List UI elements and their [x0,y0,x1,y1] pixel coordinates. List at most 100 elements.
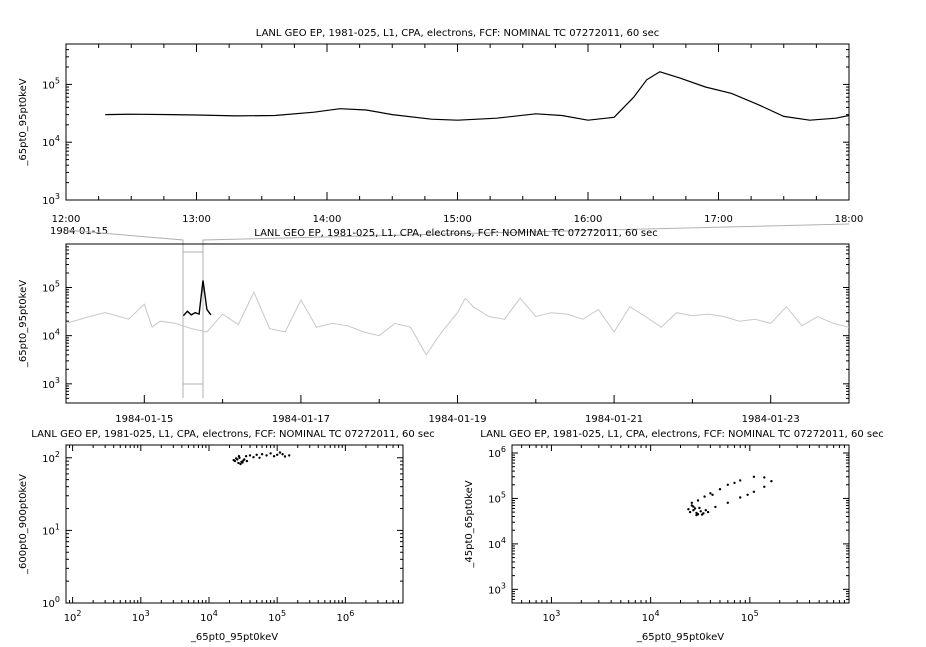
y-axis-label: _45pt0_65pt0keV [464,480,475,568]
chart-panel-scatter-right: LANL GEO EP, 1981-025, L1, CPA, electron… [464,429,884,643]
chart-title: LANL GEO EP, 1981-025, L1, CPA, electron… [256,28,659,39]
scatter-point [255,453,258,456]
scatter-point [714,505,717,509]
y-tick-label: 104 [488,536,506,551]
x-tick-label: 102 [64,609,82,624]
scatter-point [241,461,244,464]
series-line [105,71,850,121]
scatter-point [752,490,756,493]
x-tick-label: 14:00 [313,214,342,225]
y-axis-label: _600pt0_900pt0keV [18,474,29,575]
chart-panel-overview: LANL GEO EP, 1981-025, L1, CPA, electron… [18,223,850,425]
y-tick-label: 103 [488,581,506,596]
scatter-point [752,475,756,478]
chart-title: LANL GEO EP, 1981-025, L1, CPA, electron… [31,429,434,440]
x-tick-label: 106 [336,609,354,624]
scatter-point [243,458,246,461]
y-tick-label: 105 [42,279,60,294]
y-tick-label: 102 [42,450,60,465]
scatter-point [269,452,272,455]
scatter-point [281,453,284,456]
chart-title: LANL GEO EP, 1981-025, L1, CPA, electron… [480,429,883,440]
scatter-point [706,510,710,514]
scatter-point [763,485,766,488]
scatter-point [690,501,693,504]
x-tick-label: 1984-01-19 [428,414,486,425]
x-tick-label: 13:00 [182,214,211,225]
scatter-point [237,455,241,458]
y-tick-label: 105 [42,76,60,91]
scatter-point [687,508,690,511]
scatter-point [692,509,695,512]
scatter-point [746,493,749,496]
y-tick-label: 104 [42,134,60,149]
scatter-point [702,512,705,515]
plot-frame [65,43,850,201]
scatter-point [699,510,702,513]
scatter-point [232,458,235,462]
x-tick-label: 103 [132,609,150,624]
x-tick-label: 1984-01-15 [115,414,173,425]
scatter-point [272,455,276,458]
series-line-highlight [182,280,212,317]
scatter-point [276,453,279,456]
scatter-point [739,496,742,499]
x-tick-label: 15:00 [443,214,472,225]
zoom-connector-left [65,229,184,398]
plot-frame [65,444,404,604]
scatter-point [763,476,766,479]
scatter-point [704,509,707,512]
scatter-point [733,481,736,485]
plot-frame [511,444,850,604]
y-tick-label: 103 [42,192,60,207]
scatter-point [739,479,742,482]
chart-panel-timeseries: LANL GEO EP, 1981-025, L1, CPA, electron… [18,28,863,237]
x-tick-label: 1984-01-17 [272,414,330,425]
scatter-point [245,459,249,463]
y-axis-label: _65pt0_95pt0keV [18,280,29,368]
x-tick-label: 104 [642,609,660,624]
scatter-point [770,480,773,483]
x-tick-label: 16:00 [574,214,603,225]
x-tick-label: 1984-01-21 [585,414,643,425]
x-axis-label: _65pt0_95pt0keV [190,632,278,643]
scatter-point [692,505,695,508]
scatter-point [718,488,722,491]
y-tick-label: 106 [488,445,506,460]
scatter-point [726,483,729,486]
x-tick-label: 17:00 [704,214,733,225]
x-tick-label: 12:00 [52,214,81,225]
y-tick-label: 100 [42,595,60,610]
x-tick-label: 18:00 [835,214,864,225]
x-tick-label: 105 [268,609,286,624]
series-line-overview [65,290,850,356]
scatter-point [278,451,282,454]
y-tick-label: 105 [488,490,506,505]
scatter-point [283,455,287,458]
chart-panel-scatter-left: LANL GEO EP, 1981-025, L1, CPA, electron… [18,429,435,643]
scatter-point [244,455,248,458]
scatter-point [711,493,714,496]
chart-title: LANL GEO EP, 1981-025, L1, CPA, electron… [254,228,657,239]
scatter-point [693,507,697,510]
x-tick-label: 103 [543,609,561,624]
scatter-point [688,510,692,514]
scatter-point [695,511,698,515]
x-tick-label: 105 [741,609,759,624]
x-tick-label: 104 [200,609,218,624]
scatter-point [252,456,255,459]
scatter-point [709,492,712,495]
x-axis-label: _65pt0_95pt0keV [636,632,724,643]
y-tick-label: 104 [42,328,60,343]
y-tick-label: 103 [42,376,60,391]
scatter-point [703,495,706,498]
scatter-point [237,461,240,465]
y-axis-label: _65pt0_95pt0keV [18,78,29,166]
scatter-point [698,506,701,510]
scatter-point [265,454,268,457]
scatter-point [239,462,242,466]
scatter-point [248,454,252,457]
scatter-point [726,501,729,504]
scatter-point [288,454,291,457]
